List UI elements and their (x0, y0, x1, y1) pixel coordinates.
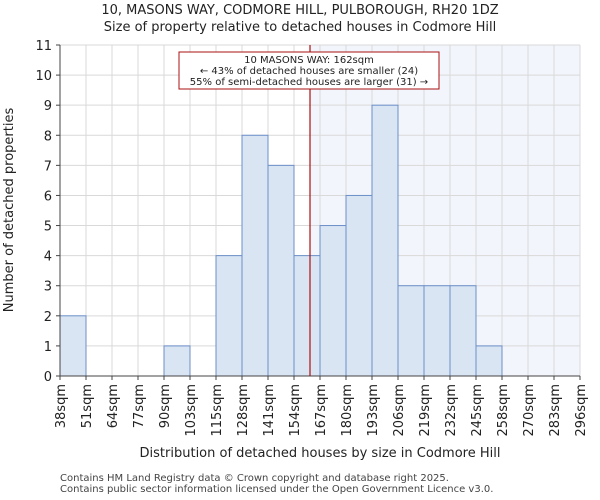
y-tick-label: 10 (35, 69, 52, 84)
histogram-bar (241, 134, 269, 377)
histogram-bar (267, 164, 295, 377)
x-tick-label: 206sqm (392, 384, 407, 437)
x-tick-label: 232sqm (444, 384, 459, 437)
histogram-bar (319, 225, 347, 377)
y-tick-label: 3 (44, 280, 52, 295)
y-tick-label: 7 (44, 159, 52, 174)
x-tick-label: 283sqm (548, 384, 563, 437)
y-tick-label: 2 (44, 310, 52, 325)
x-axis-label: Distribution of detached houses by size … (140, 446, 501, 461)
annotation-line: 55% of semi-detached houses are larger (… (190, 77, 428, 88)
x-tick-label: 270sqm (522, 384, 537, 437)
histogram-bar (371, 104, 399, 377)
x-tick-label: 258sqm (496, 384, 511, 437)
x-tick-label: 103sqm (184, 384, 199, 437)
x-tick-label: 296sqm (574, 384, 589, 437)
x-tick-label: 193sqm (366, 384, 381, 437)
histogram-bar (423, 285, 451, 377)
histogram-bar (475, 345, 503, 377)
x-tick-label: 180sqm (340, 384, 355, 437)
histogram-bar (59, 315, 87, 377)
histogram-bar (449, 285, 477, 377)
annotation-box (178, 51, 440, 90)
x-tick-label: 154sqm (288, 384, 303, 437)
x-tick-label: 128sqm (236, 384, 251, 437)
y-tick-label: 6 (44, 189, 52, 204)
y-tick-label: 9 (44, 99, 52, 114)
histogram-bar (397, 285, 425, 377)
y-tick-label: 8 (44, 129, 52, 144)
histogram-bar (163, 345, 191, 377)
x-tick-label: 219sqm (418, 384, 433, 437)
histogram-bar (345, 194, 373, 377)
x-tick-label: 64sqm (106, 384, 121, 428)
y-tick-label: 0 (44, 370, 52, 385)
x-tick-label: 115sqm (210, 384, 225, 437)
y-tick-label: 1 (44, 340, 52, 355)
annotation-line: ← 43% of detached houses are smaller (24… (200, 66, 418, 77)
x-tick-label: 245sqm (470, 384, 485, 437)
x-tick-label: 77sqm (132, 384, 147, 428)
x-tick-label: 167sqm (314, 384, 329, 437)
y-axis-label: Number of detached properties (2, 108, 17, 313)
footer-copyright: Contains HM Land Registry data © Crown c… (60, 473, 449, 484)
annotation-line: 10 MASONS WAY: 162sqm (244, 55, 374, 66)
x-tick-label: 141sqm (262, 384, 277, 437)
x-tick-label: 51sqm (80, 384, 95, 428)
footer-licence: Contains public sector information licen… (60, 484, 494, 495)
histogram-chart: 0 1 2 3 4 5 6 7 8 9 10 11 38sqm 51sqm 64sqm 77sqm 90sqm 1… (2, 39, 589, 461)
histogram-bar (215, 255, 243, 377)
chart-subtitle: Size of property relative to detached ho… (103, 20, 497, 35)
x-tick-label: 90sqm (158, 384, 173, 428)
x-tick-label: 38sqm (54, 384, 69, 428)
y-tick-label: 11 (35, 39, 52, 54)
y-tick-label: 5 (44, 220, 52, 235)
chart-title: 10, MASONS WAY, CODMORE HILL, PULBOROUGH… (101, 3, 499, 18)
y-tick-label: 4 (44, 250, 52, 265)
histogram-bar (293, 255, 321, 377)
